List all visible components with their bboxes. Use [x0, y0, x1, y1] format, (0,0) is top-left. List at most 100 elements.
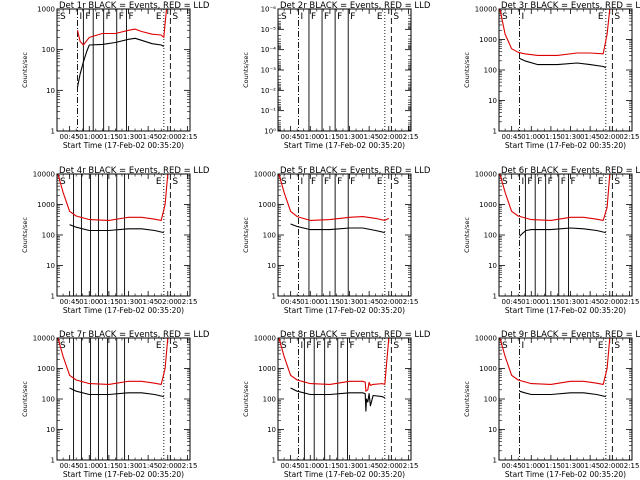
y-tick-label: 10000 [254, 171, 276, 179]
marker-label: S [60, 341, 66, 351]
y-axis-label: Counts/sec [242, 52, 250, 88]
y-tick-label: 10000 [254, 335, 276, 343]
x-tick-label: 01:45 [359, 462, 379, 470]
x-tick-label: 01:30 [339, 133, 359, 141]
marker-label: E [598, 177, 604, 187]
marker-label: F [106, 12, 111, 22]
marker-label: S [614, 12, 620, 22]
x-tick-label: 01:15 [320, 298, 340, 306]
marker-label: E [377, 177, 383, 187]
x-axis-label: Start Time (17-Feb-02 00:35:20) [284, 141, 405, 150]
marker-label: S [393, 177, 399, 187]
chart-title: Det 2r BLACK = Events, RED = LLD [280, 1, 431, 11]
marker-label: F [95, 12, 100, 22]
marker-label: I [521, 177, 524, 187]
x-tick-label: 02:15 [177, 133, 197, 141]
series-line-events [519, 227, 606, 237]
marker-label: F [527, 177, 532, 187]
y-tick-label: 1 [272, 293, 276, 301]
x-tick-label: 00:45 [502, 133, 522, 141]
y-tick-label: 10⁻² [261, 87, 277, 95]
marker-label: S [172, 341, 178, 351]
x-tick-label: 01:30 [560, 133, 580, 141]
y-tick-label: 10000 [475, 171, 497, 179]
x-tick-label: 01:30 [339, 298, 359, 306]
x-axis-label: Start Time (17-Feb-02 00:35:20) [284, 470, 405, 479]
y-tick-label: 1000 [479, 36, 497, 44]
y-tick-label: 10 [46, 426, 55, 434]
x-axis-label: Start Time (17-Feb-02 00:35:20) [284, 306, 405, 315]
plot-frame [498, 337, 633, 461]
x-tick-label: 01:45 [580, 462, 600, 470]
x-tick-label: 01:00 [300, 133, 320, 141]
y-tick-label: 10⁻⁶ [261, 6, 277, 14]
y-tick-label: 1000 [37, 201, 55, 209]
x-tick-label: 01:45 [359, 133, 379, 141]
plot-frame [277, 8, 412, 132]
plot-frame [56, 8, 191, 132]
chart-panel-4: Det 4r BLACK = Events, RED = LLD Counts/s… [21, 166, 210, 315]
marker-label: I [79, 12, 82, 22]
marker-label: S [502, 177, 508, 187]
x-tick-label: 02:15 [177, 462, 197, 470]
marker-label: E [377, 12, 383, 22]
x-tick-label: 02:15 [398, 298, 418, 306]
marker-label: S [393, 341, 399, 351]
series-line-events [69, 224, 164, 234]
x-tick-label: 01:15 [541, 133, 561, 141]
x-tick-label: 01:00 [79, 298, 99, 306]
x-tick-label: 02:00 [158, 298, 178, 306]
x-tick-label: 02:00 [158, 462, 178, 470]
marker-label: F [561, 177, 566, 187]
y-tick-label: 10⁻¹ [261, 107, 277, 115]
chart-panel-7: Det 7r BLACK = Events, RED = LLD Counts/s… [21, 330, 210, 479]
marker-label: F [327, 341, 332, 351]
x-tick-label: 00:45 [60, 298, 80, 306]
x-tick-label: 01:30 [339, 462, 359, 470]
series-line-lld [278, 174, 390, 221]
y-tick-label: 100 [42, 46, 55, 54]
marker-label: I [300, 12, 303, 22]
x-tick-label: 01:15 [99, 133, 119, 141]
chart-panel-3: Det 3r BLACK = Events, RED = LLD Counts/s… [463, 1, 640, 150]
marker-label: E [156, 341, 162, 351]
series-line-lld [57, 174, 169, 221]
x-tick-label: 02:15 [619, 462, 639, 470]
series-line-lld [499, 174, 611, 221]
x-tick-label: 01:00 [300, 298, 320, 306]
marker-label: S [502, 341, 508, 351]
marker-label: F [85, 12, 90, 22]
x-tick-label: 02:00 [158, 133, 178, 141]
x-tick-label: 00:45 [60, 133, 80, 141]
x-tick-label: 02:00 [600, 462, 620, 470]
chart-title: Det 5r BLACK = Events, RED = LLD [280, 166, 431, 176]
y-axis-label: Counts/sec [463, 217, 471, 253]
x-axis-label: Start Time (17-Feb-02 00:35:20) [63, 141, 184, 150]
x-tick-label: 02:15 [619, 133, 639, 141]
marker-label: I [521, 341, 524, 351]
series-line-events [69, 387, 164, 398]
marker-label: S [281, 177, 287, 187]
series-line-lld [278, 338, 390, 392]
marker-label: S [502, 12, 508, 22]
x-tick-label: 01:30 [560, 298, 580, 306]
plot-frame [498, 8, 633, 132]
series-line-events [519, 390, 606, 398]
marker-label: F [350, 177, 355, 187]
marker-label: F [571, 177, 576, 187]
x-tick-label: 02:00 [379, 462, 399, 470]
chart-panel-9: Det 9r BLACK = Events, RED = LLD Counts/s… [463, 330, 640, 479]
series-line-events [76, 37, 165, 88]
y-tick-label: 10⁻⁴ [261, 46, 277, 54]
x-tick-label: 01:45 [359, 298, 379, 306]
series-line-lld [76, 9, 168, 46]
y-tick-label: 10 [267, 262, 276, 270]
marker-label: S [60, 177, 66, 187]
x-tick-label: 02:00 [600, 298, 620, 306]
series-line-lld [57, 338, 169, 385]
y-tick-label: 100 [263, 396, 276, 404]
marker-label: S [614, 177, 620, 187]
marker-label: F [129, 12, 134, 22]
chart-title: Det 9r BLACK = Events, RED = LLD [501, 330, 640, 340]
